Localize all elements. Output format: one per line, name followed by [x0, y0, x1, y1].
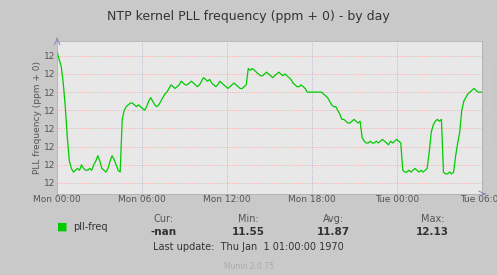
Text: Min:: Min: [238, 214, 259, 224]
Y-axis label: PLL frequency (ppm + 0): PLL frequency (ppm + 0) [33, 61, 42, 174]
Text: pll-freq: pll-freq [74, 222, 108, 232]
Text: Munin 2.0.75: Munin 2.0.75 [224, 262, 273, 271]
Text: Cur:: Cur: [154, 214, 174, 224]
Text: Avg:: Avg: [323, 214, 343, 224]
Text: Max:: Max: [420, 214, 444, 224]
Text: ■: ■ [57, 222, 68, 232]
Text: NTP kernel PLL frequency (ppm + 0) - by day: NTP kernel PLL frequency (ppm + 0) - by … [107, 10, 390, 23]
Text: RRDTOOL / TOBI OETIKER: RRDTOOL / TOBI OETIKER [489, 64, 494, 145]
Text: 11.87: 11.87 [317, 227, 349, 237]
Text: 11.55: 11.55 [232, 227, 265, 237]
Text: Last update:  Thu Jan  1 01:00:00 1970: Last update: Thu Jan 1 01:00:00 1970 [153, 243, 344, 252]
Text: -nan: -nan [151, 227, 177, 237]
Text: 12.13: 12.13 [416, 227, 449, 237]
